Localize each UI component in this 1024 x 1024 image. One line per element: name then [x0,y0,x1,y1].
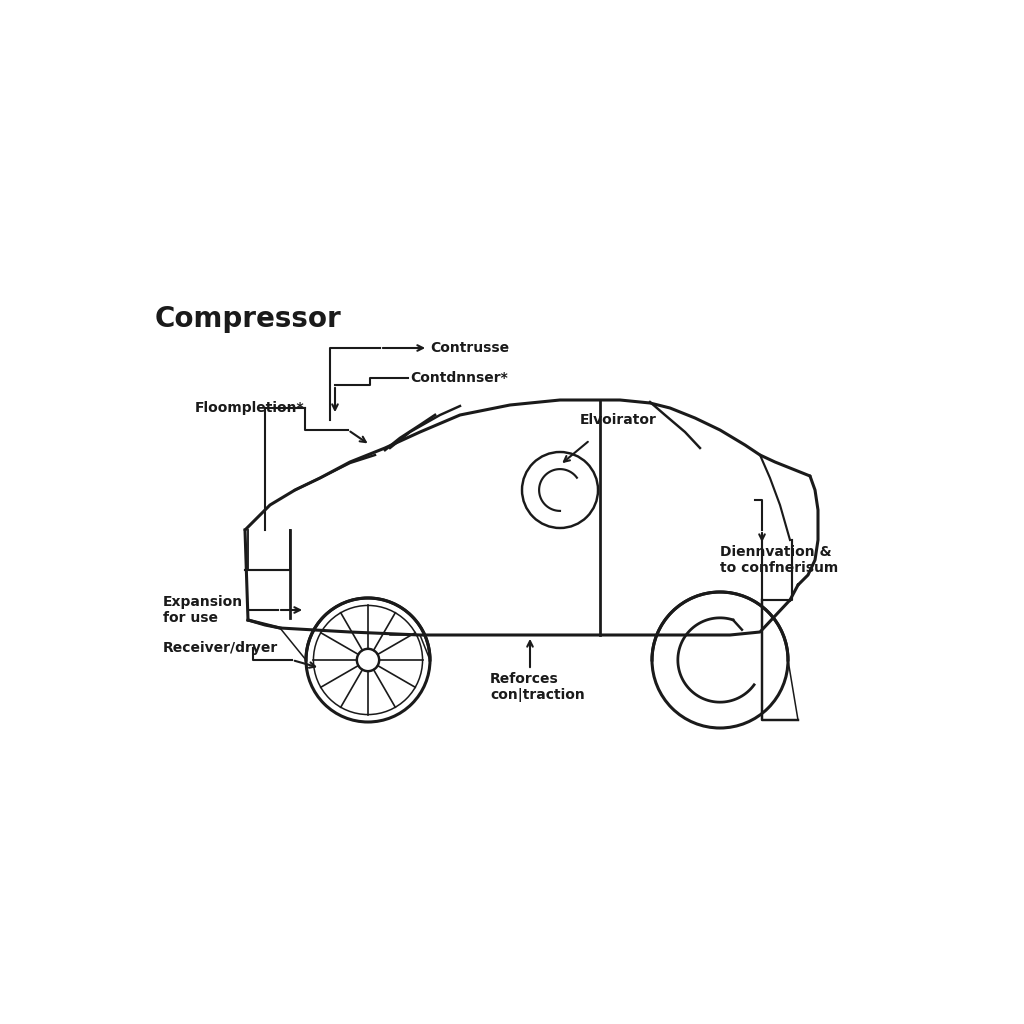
Text: Contdnnser*: Contdnnser* [410,371,508,385]
Text: Reforces
con|traction: Reforces con|traction [490,672,585,702]
Text: Contrusse: Contrusse [430,341,509,355]
Text: Expansion
for use: Expansion for use [163,595,243,625]
Text: Compressor: Compressor [155,305,342,333]
Text: Floompletion*: Floompletion* [195,401,304,415]
Text: Receiver/dryer: Receiver/dryer [163,641,279,655]
Text: Elvoirator: Elvoirator [580,413,656,427]
Text: Diennvation &
to confnerisum: Diennvation & to confnerisum [720,545,839,575]
